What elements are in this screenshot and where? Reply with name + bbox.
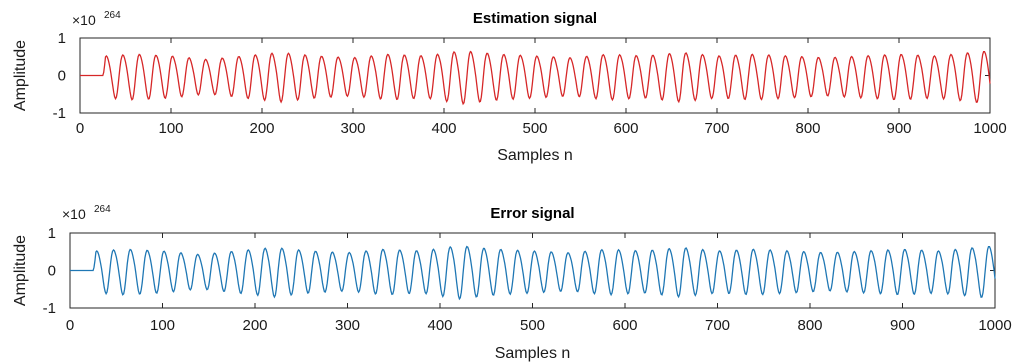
- estimation-xtick-label: 900: [886, 120, 911, 137]
- error-xtick-label: 0: [66, 317, 74, 334]
- estimation-chart: Estimation signal ×10 264 0 100 200 300 400 500 6…: [12, 10, 1007, 164]
- estimation-xlabel: Samples n: [497, 147, 573, 164]
- estimation-xtick-label: 100: [158, 120, 183, 137]
- error-ytick-label: -1: [43, 300, 56, 317]
- error-title: Error signal: [490, 205, 574, 222]
- estimation-axes-box: [79, 37, 991, 114]
- error-ytick-label: 0: [48, 263, 56, 280]
- estimation-xtick-label: 700: [704, 120, 729, 137]
- error-xtick-label: 1000: [978, 317, 1011, 334]
- error-xtick-label: 700: [705, 317, 730, 334]
- estimation-exponent-power: 264: [104, 10, 121, 21]
- estimation-signal-line: [80, 50, 991, 106]
- estimation-xtick-label: 200: [249, 120, 274, 137]
- error-xtick-label: 100: [150, 317, 175, 334]
- estimation-xtick-label: 600: [613, 120, 638, 137]
- error-ytick-label: 1: [48, 225, 56, 242]
- error-xtick-label: 600: [612, 317, 637, 334]
- error-signal-line: [70, 245, 996, 301]
- estimation-ytick-label: 1: [58, 30, 66, 47]
- error-xtick-label: 400: [427, 317, 452, 334]
- error-xtick-label: 900: [890, 317, 915, 334]
- error-ylabel: Amplitude: [12, 235, 29, 306]
- error-chart: Error signal ×10 264 0 100 200 300 400 500 600 700…: [12, 204, 1012, 362]
- error-xtick-label: 200: [242, 317, 267, 334]
- estimation-ylabel: Amplitude: [12, 40, 29, 111]
- estimation-xtick-label: 0: [76, 120, 84, 137]
- error-xlabel: Samples n: [495, 345, 571, 362]
- estimation-xtick-label: 800: [795, 120, 820, 137]
- error-axes-box: [69, 232, 996, 309]
- estimation-xtick-label: 1000: [973, 120, 1006, 137]
- estimation-xtick-label: 300: [340, 120, 365, 137]
- estimation-title: Estimation signal: [473, 10, 597, 27]
- error-xtick-label: 800: [797, 317, 822, 334]
- error-exponent-power: 264: [94, 204, 111, 215]
- error-exponent-label: ×10: [62, 206, 86, 222]
- estimation-xtick-label: 500: [522, 120, 547, 137]
- error-xtick-label: 300: [335, 317, 360, 334]
- estimation-xtick-label: 400: [431, 120, 456, 137]
- estimation-exponent-label: ×10: [72, 12, 96, 28]
- error-xtick-label: 500: [520, 317, 545, 334]
- estimation-ytick-label: -1: [53, 105, 66, 122]
- estimation-ytick-label: 0: [58, 68, 66, 85]
